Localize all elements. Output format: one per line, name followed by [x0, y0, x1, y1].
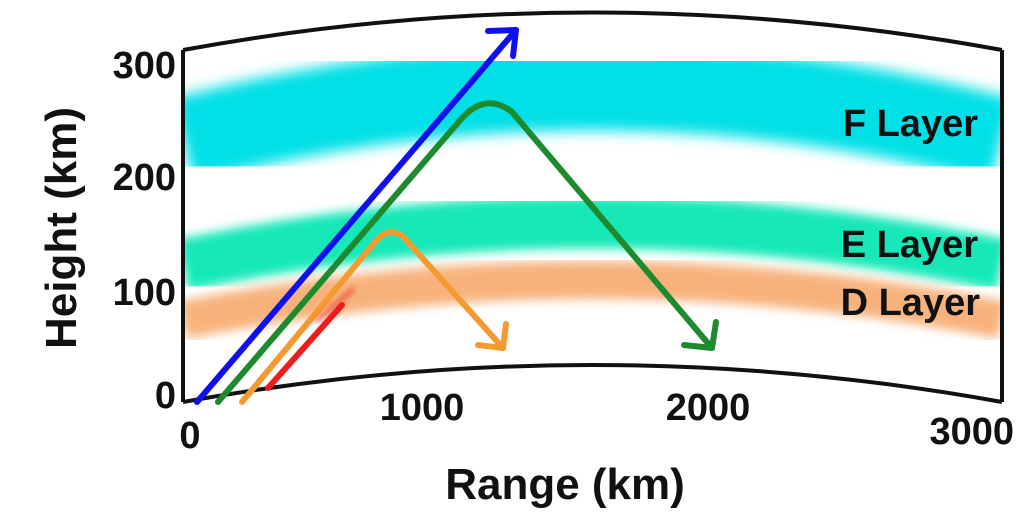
y-tick-label: 200	[113, 157, 176, 199]
ray-penetrating-arrowhead	[485, 27, 519, 59]
y-tick-label: 100	[113, 272, 176, 314]
ray-absorbed-fade	[315, 287, 355, 323]
f-layer-label: F Layer	[843, 103, 978, 145]
x-tick-label: 0	[179, 415, 200, 457]
ray-reflected-e-layer	[239, 229, 506, 405]
ray-reflected-e-layer-arrowhead	[475, 321, 509, 351]
x-tick-label: 3000	[929, 411, 1014, 453]
earth-surface-line	[182, 363, 1003, 404]
ray-reflected-f-layer-arrowhead	[681, 319, 719, 351]
ray-penetrating	[194, 27, 519, 405]
d-layer-band	[183, 261, 1002, 339]
f-layer-band	[183, 44, 1002, 182]
ray-reflected-f-layer	[215, 100, 715, 405]
x-tick-label: 2000	[666, 387, 751, 429]
e-layer-band	[183, 196, 1002, 291]
x-axis-title: Range (km)	[445, 460, 685, 509]
upper-boundary-line	[182, 10, 1003, 52]
ray-absorbed-d-layer	[265, 302, 345, 391]
x-tick-label: 1000	[380, 387, 465, 429]
y-tick-label: 300	[113, 45, 176, 87]
d-layer-label: D Layer	[841, 282, 981, 324]
y-axis-title: Height (km)	[37, 107, 86, 349]
y-tick-label: 0	[155, 375, 176, 417]
e-layer-label: E Layer	[841, 224, 979, 266]
